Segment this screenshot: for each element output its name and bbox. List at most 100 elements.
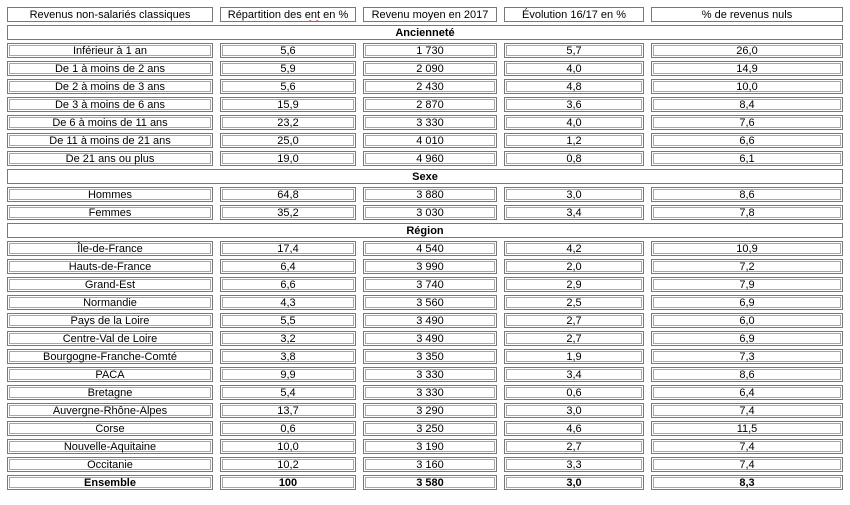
value-cell: 13,7 [220, 403, 356, 418]
value-cell: 26,0 [651, 43, 843, 58]
value-cell: 3 740 [363, 277, 497, 292]
value-cell: 3 330 [363, 367, 497, 382]
value-cell: 3 490 [363, 331, 497, 346]
table-row: Inférieur à 1 an 5,6 1 730 5,7 26,0 [7, 43, 843, 58]
value-cell: 25,0 [220, 133, 356, 148]
value-cell: 19,0 [220, 151, 356, 166]
value-cell: 3 580 [363, 475, 497, 490]
spellcheck-underlined-word: ent [304, 8, 321, 21]
section-header-row-region: Région [7, 223, 843, 238]
column-header-label: Répartition des [227, 8, 305, 21]
value-cell: 7,8 [651, 205, 843, 220]
row-label-cell: De 11 à moins de 21 ans [7, 133, 213, 148]
value-cell: 2,5 [504, 295, 644, 310]
value-cell: 4,3 [220, 295, 356, 310]
row-label-cell: PACA [7, 367, 213, 382]
document-page: Revenus non-salariés classiques Répartit… [0, 4, 850, 493]
table-row: Hauts-de-France 6,4 3 990 2,0 7,2 [7, 259, 843, 274]
value-cell: 5,5 [220, 313, 356, 328]
value-cell: 3,3 [504, 457, 644, 472]
value-cell: 5,9 [220, 61, 356, 76]
table-row: Bretagne 5,4 3 330 0,6 6,4 [7, 385, 843, 400]
table-row: De 2 à moins de 3 ans 5,6 2 430 4,8 10,0 [7, 79, 843, 94]
value-cell: 0,8 [504, 151, 644, 166]
value-cell: 3 250 [363, 421, 497, 436]
row-label-cell: De 3 à moins de 6 ans [7, 97, 213, 112]
value-cell: 4,0 [504, 61, 644, 76]
value-cell: 4,8 [504, 79, 644, 94]
value-cell: 2,7 [504, 331, 644, 346]
value-cell: 11,5 [651, 421, 843, 436]
value-cell: 3 030 [363, 205, 497, 220]
value-cell: 5,7 [504, 43, 644, 58]
table-row: Bourgogne-Franche-Comté 3,8 3 350 1,9 7,3 [7, 349, 843, 364]
column-header-label: Évolution 16/17 en % [522, 8, 626, 21]
column-header-evolution: Évolution 16/17 en % [504, 7, 644, 22]
income-table: Revenus non-salariés classiques Répartit… [0, 4, 850, 493]
table-row: Occitanie 10,2 3 160 3,3 7,4 [7, 457, 843, 472]
value-cell: 10,0 [651, 79, 843, 94]
table-row: PACA 9,9 3 330 3,4 8,6 [7, 367, 843, 382]
value-cell: 2 870 [363, 97, 497, 112]
column-header-row: Revenus non-salariés classiques Répartit… [7, 7, 843, 22]
section-title: Ancienneté [7, 25, 843, 40]
row-label-cell: Hauts-de-France [7, 259, 213, 274]
value-cell: 7,9 [651, 277, 843, 292]
row-label-cell: Occitanie [7, 457, 213, 472]
value-cell: 17,4 [220, 241, 356, 256]
column-header-revenus-nuls: % de revenus nuls [651, 7, 843, 22]
value-cell: 1,2 [504, 133, 644, 148]
total-row: Ensemble 100 3 580 3,0 8,3 [7, 475, 843, 490]
value-cell: 6,4 [220, 259, 356, 274]
value-cell: 6,4 [651, 385, 843, 400]
column-header-label: en % [320, 8, 349, 21]
table-row: Corse 0,6 3 250 4,6 11,5 [7, 421, 843, 436]
value-cell: 6,1 [651, 151, 843, 166]
table-row: De 3 à moins de 6 ans 15,9 2 870 3,6 8,4 [7, 97, 843, 112]
value-cell: 3 990 [363, 259, 497, 274]
section-title: Région [7, 223, 843, 238]
row-label-cell: Auvergne-Rhône-Alpes [7, 403, 213, 418]
value-cell: 6,6 [220, 277, 356, 292]
column-header-repartition: Répartition des ent en % [220, 7, 356, 22]
value-cell: 64,8 [220, 187, 356, 202]
row-label-cell: Centre-Val de Loire [7, 331, 213, 346]
value-cell: 100 [220, 475, 356, 490]
value-cell: 6,9 [651, 295, 843, 310]
value-cell: 3,6 [504, 97, 644, 112]
value-cell: 3,8 [220, 349, 356, 364]
value-cell: 1,9 [504, 349, 644, 364]
row-label-cell: Corse [7, 421, 213, 436]
column-header-revenu-moyen: Revenu moyen en 2017 [363, 7, 497, 22]
value-cell: 3,0 [504, 475, 644, 490]
column-header-label: % de revenus nuls [701, 8, 793, 21]
row-label-cell: De 2 à moins de 3 ans [7, 79, 213, 94]
value-cell: 4,2 [504, 241, 644, 256]
row-label-cell: Pays de la Loire [7, 313, 213, 328]
value-cell: 3 160 [363, 457, 497, 472]
value-cell: 35,2 [220, 205, 356, 220]
value-cell: 3 330 [363, 385, 497, 400]
section-title: Sexe [7, 169, 843, 184]
section-header-row-sexe: Sexe [7, 169, 843, 184]
row-label-cell: Bretagne [7, 385, 213, 400]
value-cell: 6,9 [651, 331, 843, 346]
value-cell: 8,6 [651, 187, 843, 202]
value-cell: 15,9 [220, 97, 356, 112]
row-label-cell: Normandie [7, 295, 213, 310]
column-header-revenus: Revenus non-salariés classiques [7, 7, 213, 22]
value-cell: 8,3 [651, 475, 843, 490]
value-cell: 5,6 [220, 43, 356, 58]
table-row: De 6 à moins de 11 ans 23,2 3 330 4,0 7,6 [7, 115, 843, 130]
value-cell: 4 960 [363, 151, 497, 166]
value-cell: 4 540 [363, 241, 497, 256]
column-header-label: Revenus non-salariés classiques [29, 8, 191, 21]
value-cell: 2,0 [504, 259, 644, 274]
table-row: Auvergne-Rhône-Alpes 13,7 3 290 3,0 7,4 [7, 403, 843, 418]
row-label-cell: De 1 à moins de 2 ans [7, 61, 213, 76]
value-cell: 3 290 [363, 403, 497, 418]
value-cell: 7,6 [651, 115, 843, 130]
value-cell: 3 880 [363, 187, 497, 202]
value-cell: 5,4 [220, 385, 356, 400]
value-cell: 8,4 [651, 97, 843, 112]
